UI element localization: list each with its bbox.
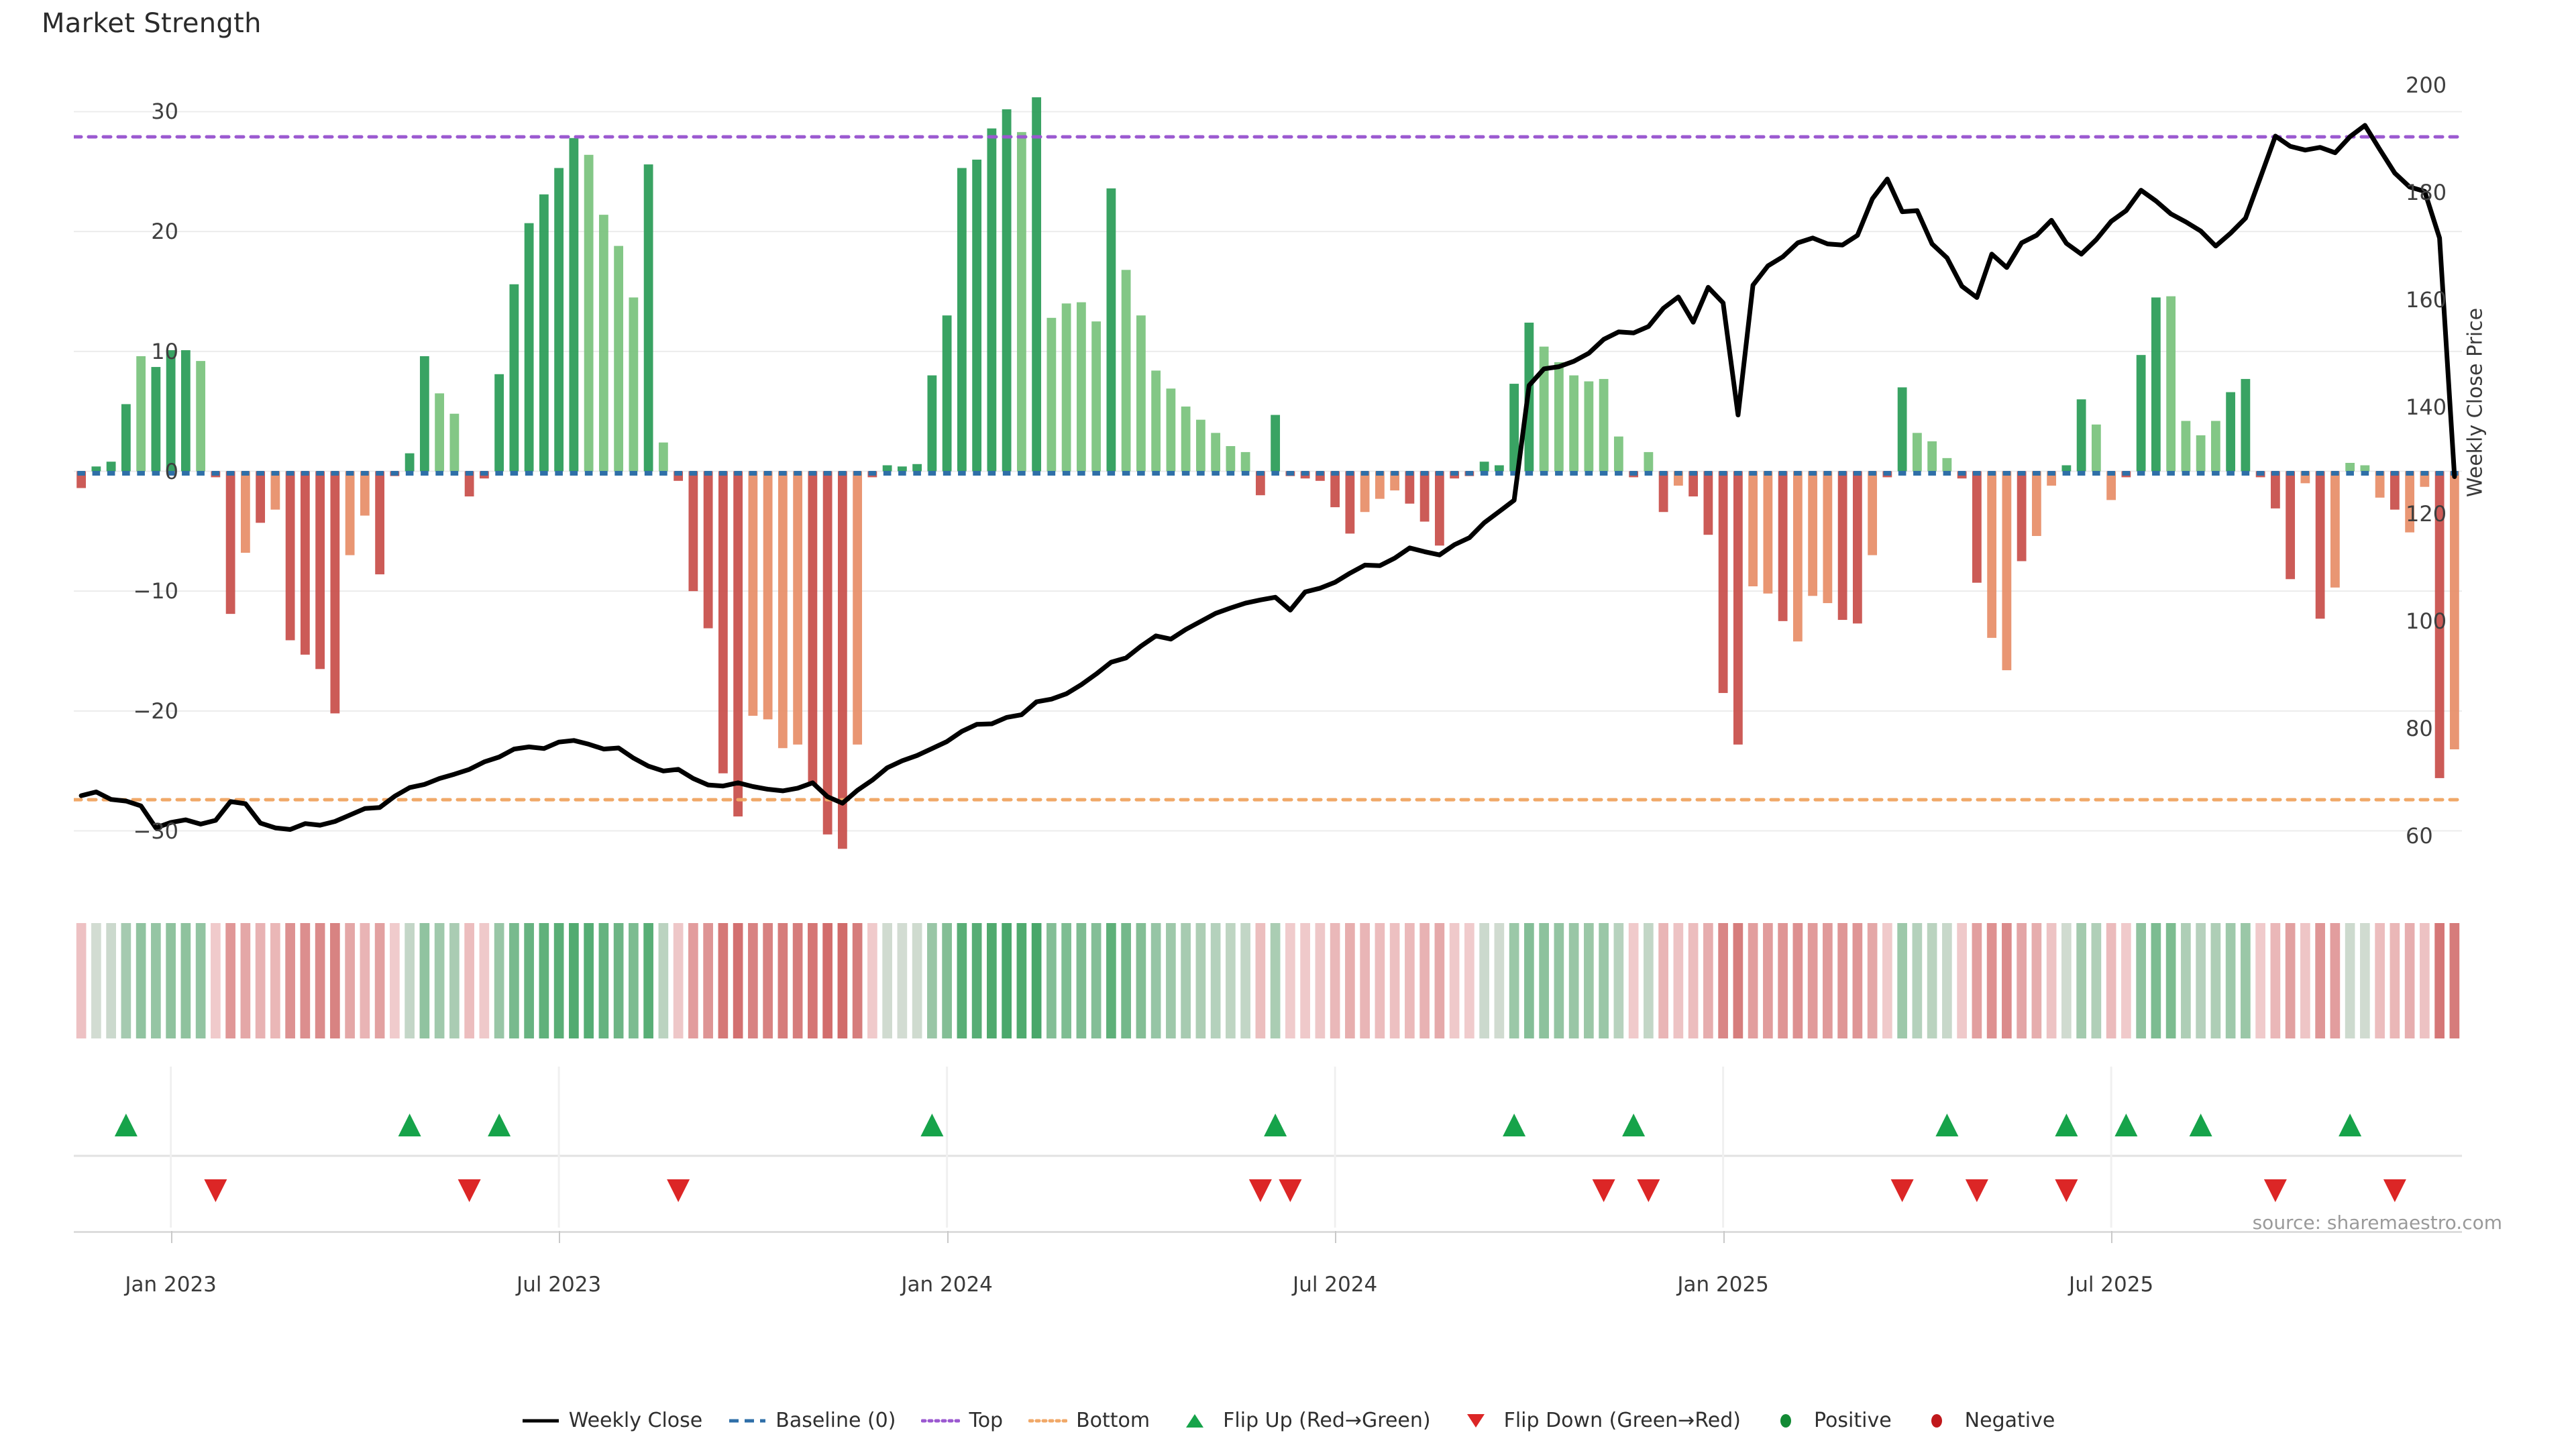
legend-label: Baseline (0) <box>775 1409 896 1432</box>
x-axis-tick-mark <box>947 1231 949 1243</box>
chart-legend: Weekly Close Baseline (0) Top Bottom Flip Up… <box>0 1409 2576 1432</box>
x-axis-tick-mark <box>559 1231 561 1243</box>
legend-item-weekly-close[interactable]: Weekly Close <box>521 1409 703 1432</box>
y-axis-left-tick: −10 <box>133 578 178 604</box>
positive-icon <box>1766 1412 1805 1430</box>
flip-down-icon <box>1456 1412 1495 1430</box>
weekly-close-icon <box>521 1412 560 1430</box>
negative-icon <box>1917 1412 1956 1430</box>
x-axis-tick-mark <box>2111 1231 2113 1243</box>
legend-label: Weekly Close <box>568 1409 703 1432</box>
strength-heat-strip <box>74 918 2462 1044</box>
y-axis-right-tick: 120 <box>2406 501 2447 527</box>
flip-markers-plot <box>74 1067 2462 1228</box>
heat-strip-plot <box>76 923 2460 1038</box>
legend-label: Flip Down (Green→Red) <box>1503 1409 1741 1432</box>
x-axis-tick-label: Jul 2024 <box>1293 1273 1378 1297</box>
page-title: Market Strength <box>42 8 262 39</box>
flip-markers-panel <box>74 1060 2462 1234</box>
x-axis-tick-label: Jan 2025 <box>1677 1273 1769 1297</box>
x-axis-baseline <box>74 1231 2462 1233</box>
y-axis-right-tick: 180 <box>2406 179 2447 205</box>
y-axis-right-tick: 200 <box>2406 72 2447 98</box>
legend-item-flip-down[interactable]: Flip Down (Green→Red) <box>1456 1409 1741 1432</box>
y-axis-left-tick: 0 <box>164 458 178 484</box>
source-attribution: source: sharemaestro.com <box>2252 1212 2502 1234</box>
y-axis-right-tick: 140 <box>2406 394 2447 420</box>
legend-item-positive[interactable]: Positive <box>1766 1409 1892 1432</box>
legend-item-bottom[interactable]: Bottom <box>1028 1409 1150 1432</box>
x-axis-tick-mark <box>1723 1231 1725 1243</box>
y-axis-right-label: Weekly Close Price <box>2463 307 2487 498</box>
y-axis-left-tick: 20 <box>151 219 178 245</box>
legend-label: Bottom <box>1076 1409 1150 1432</box>
legend-label: Negative <box>1964 1409 2055 1432</box>
legend-label: Positive <box>1814 1409 1892 1432</box>
x-axis-tick-label: Jul 2025 <box>2069 1273 2154 1297</box>
x-axis-tick-label: Jan 2024 <box>901 1273 993 1297</box>
top-icon <box>920 1412 961 1430</box>
legend-item-flip-up[interactable]: Flip Up (Red→Green) <box>1175 1409 1431 1432</box>
legend-item-baseline[interactable]: Baseline (0) <box>728 1409 896 1432</box>
baseline-icon <box>728 1412 767 1430</box>
y-axis-left-tick: 10 <box>151 338 178 364</box>
market-strength-plot <box>74 97 2462 849</box>
y-axis-right-tick: 160 <box>2406 286 2447 313</box>
x-axis: Jan 2023 Jul 2023 Jan 2024 Jul 2024 Jan 2025… <box>74 1231 2462 1318</box>
x-axis-tick-mark <box>170 1231 172 1243</box>
x-axis-tick-label: Jul 2023 <box>517 1273 602 1297</box>
legend-item-negative[interactable]: Negative <box>1917 1409 2055 1432</box>
legend-label: Top <box>969 1409 1004 1432</box>
legend-label: Flip Up (Red→Green) <box>1223 1409 1431 1432</box>
market-strength-panel <box>74 64 2462 879</box>
x-axis-tick-mark <box>1335 1231 1337 1243</box>
y-axis-right-tick: 60 <box>2406 823 2433 849</box>
x-axis-tick-label: Jan 2023 <box>125 1273 217 1297</box>
legend-item-top[interactable]: Top <box>920 1409 1004 1432</box>
bottom-icon <box>1028 1412 1068 1430</box>
y-axis-right-tick: 80 <box>2406 716 2433 742</box>
y-axis-left-tick: −20 <box>133 698 178 724</box>
y-axis-left-tick: 30 <box>151 99 178 125</box>
y-axis-right-tick: 100 <box>2406 608 2447 635</box>
flip-up-icon <box>1175 1412 1214 1430</box>
y-axis-left-tick: −30 <box>133 818 178 844</box>
